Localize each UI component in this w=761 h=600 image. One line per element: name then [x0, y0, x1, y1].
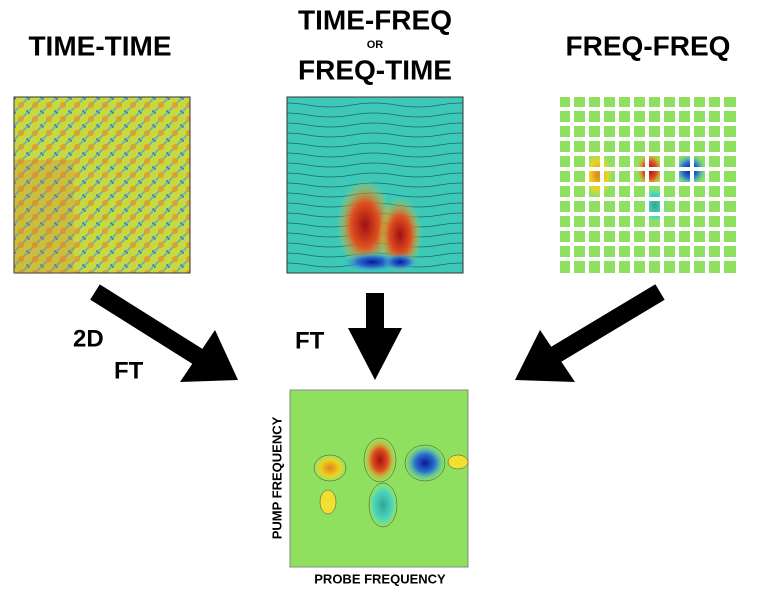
- arrow-heads: [180, 328, 575, 382]
- arrow-label: 2D: [73, 325, 104, 352]
- arrow-label: FT: [114, 357, 144, 384]
- x-axis-label: PROBE FREQUENCY: [314, 571, 446, 586]
- panel-title: FREQ-FREQ: [566, 30, 731, 61]
- panel-title: TIME-TIME: [28, 30, 171, 61]
- result-plot: [289, 389, 469, 568]
- time-time-plot: [13, 96, 191, 274]
- panel-title: FREQ-TIME: [298, 54, 452, 85]
- arrows: [90, 284, 665, 366]
- panel-title: TIME-FREQ: [298, 4, 452, 35]
- arrow-label: FT: [295, 327, 325, 354]
- y-axis-label: PUMP FREQUENCY: [269, 416, 284, 539]
- freq-freq-plot: [560, 97, 736, 273]
- time-freq-plot: [286, 96, 464, 274]
- connector: OR: [367, 39, 384, 51]
